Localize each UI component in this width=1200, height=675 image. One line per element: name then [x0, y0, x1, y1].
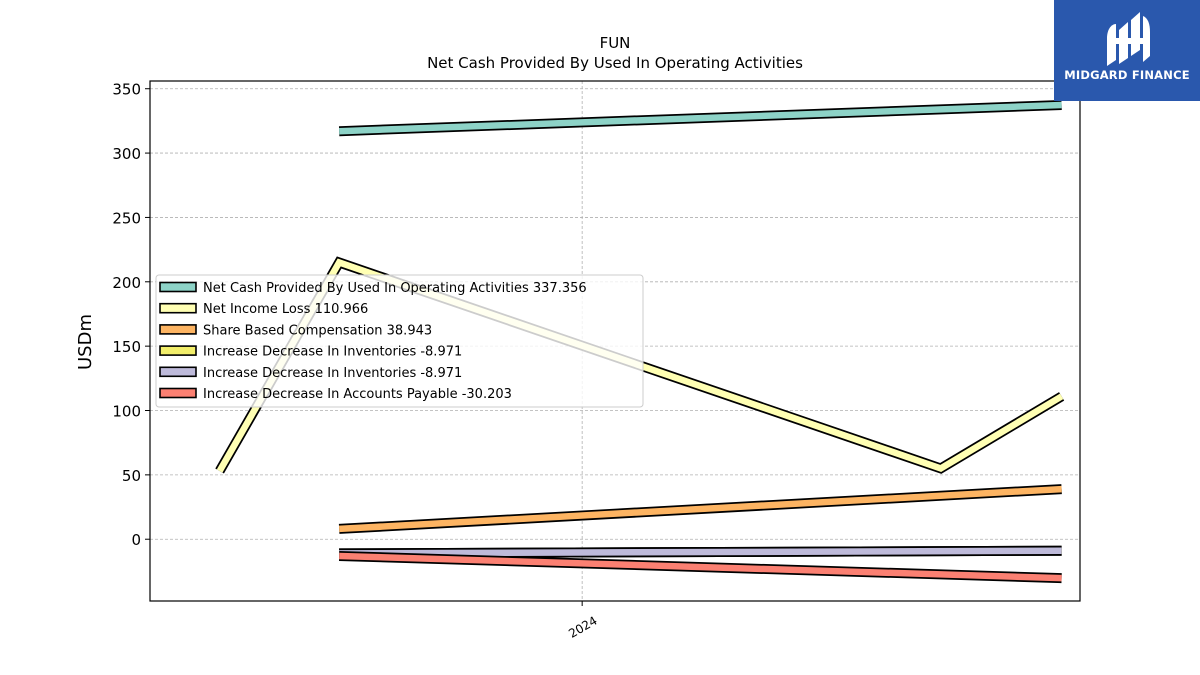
y-tick-label: 350 — [112, 81, 141, 99]
series-line — [338, 484, 1062, 534]
legend-label: Share Based Compensation 38.943 — [203, 323, 432, 338]
x-tick-label: 2024 — [566, 613, 599, 640]
brand-logo: MIDGARD FINANCE — [1054, 0, 1200, 101]
chart-title: FUN — [600, 34, 631, 52]
legend-label: Increase Decrease In Accounts Payable -3… — [203, 387, 512, 402]
chart-subtitle: Net Cash Provided By Used In Operating A… — [427, 54, 803, 72]
legend-label: Net Income Loss 110.966 — [203, 302, 368, 317]
y-tick-label: 150 — [112, 338, 141, 356]
y-tick-label: 200 — [112, 274, 141, 292]
legend-swatch — [159, 302, 197, 314]
plot-frame — [149, 80, 1081, 602]
y-tick-label: 50 — [122, 467, 141, 485]
legend-label: Increase Decrease In Inventories -8.971 — [203, 345, 462, 360]
y-tick-label: 0 — [131, 531, 141, 549]
legend-swatch — [159, 324, 197, 335]
y-tick-label: 300 — [112, 145, 141, 163]
y-axis-label: USDm — [75, 314, 96, 370]
logo-mark-icon — [1107, 12, 1150, 66]
legend: Net Cash Provided By Used In Operating A… — [155, 274, 644, 408]
legend-label: Net Cash Provided By Used In Operating A… — [203, 281, 587, 296]
series-line — [339, 545, 1062, 559]
y-tick-label: 250 — [112, 209, 141, 227]
series-line — [338, 550, 1062, 584]
legend-swatch — [159, 387, 197, 399]
legend-swatch — [159, 345, 197, 356]
legend-swatch — [159, 281, 197, 293]
series-line — [338, 100, 1062, 137]
legend-box — [155, 274, 644, 408]
legend-label: Increase Decrease In Inventories -8.971 — [203, 366, 462, 381]
logo-text: MIDGARD FINANCE — [1064, 68, 1190, 82]
y-tick-label: 100 — [112, 403, 141, 421]
legend-swatch — [159, 366, 197, 378]
